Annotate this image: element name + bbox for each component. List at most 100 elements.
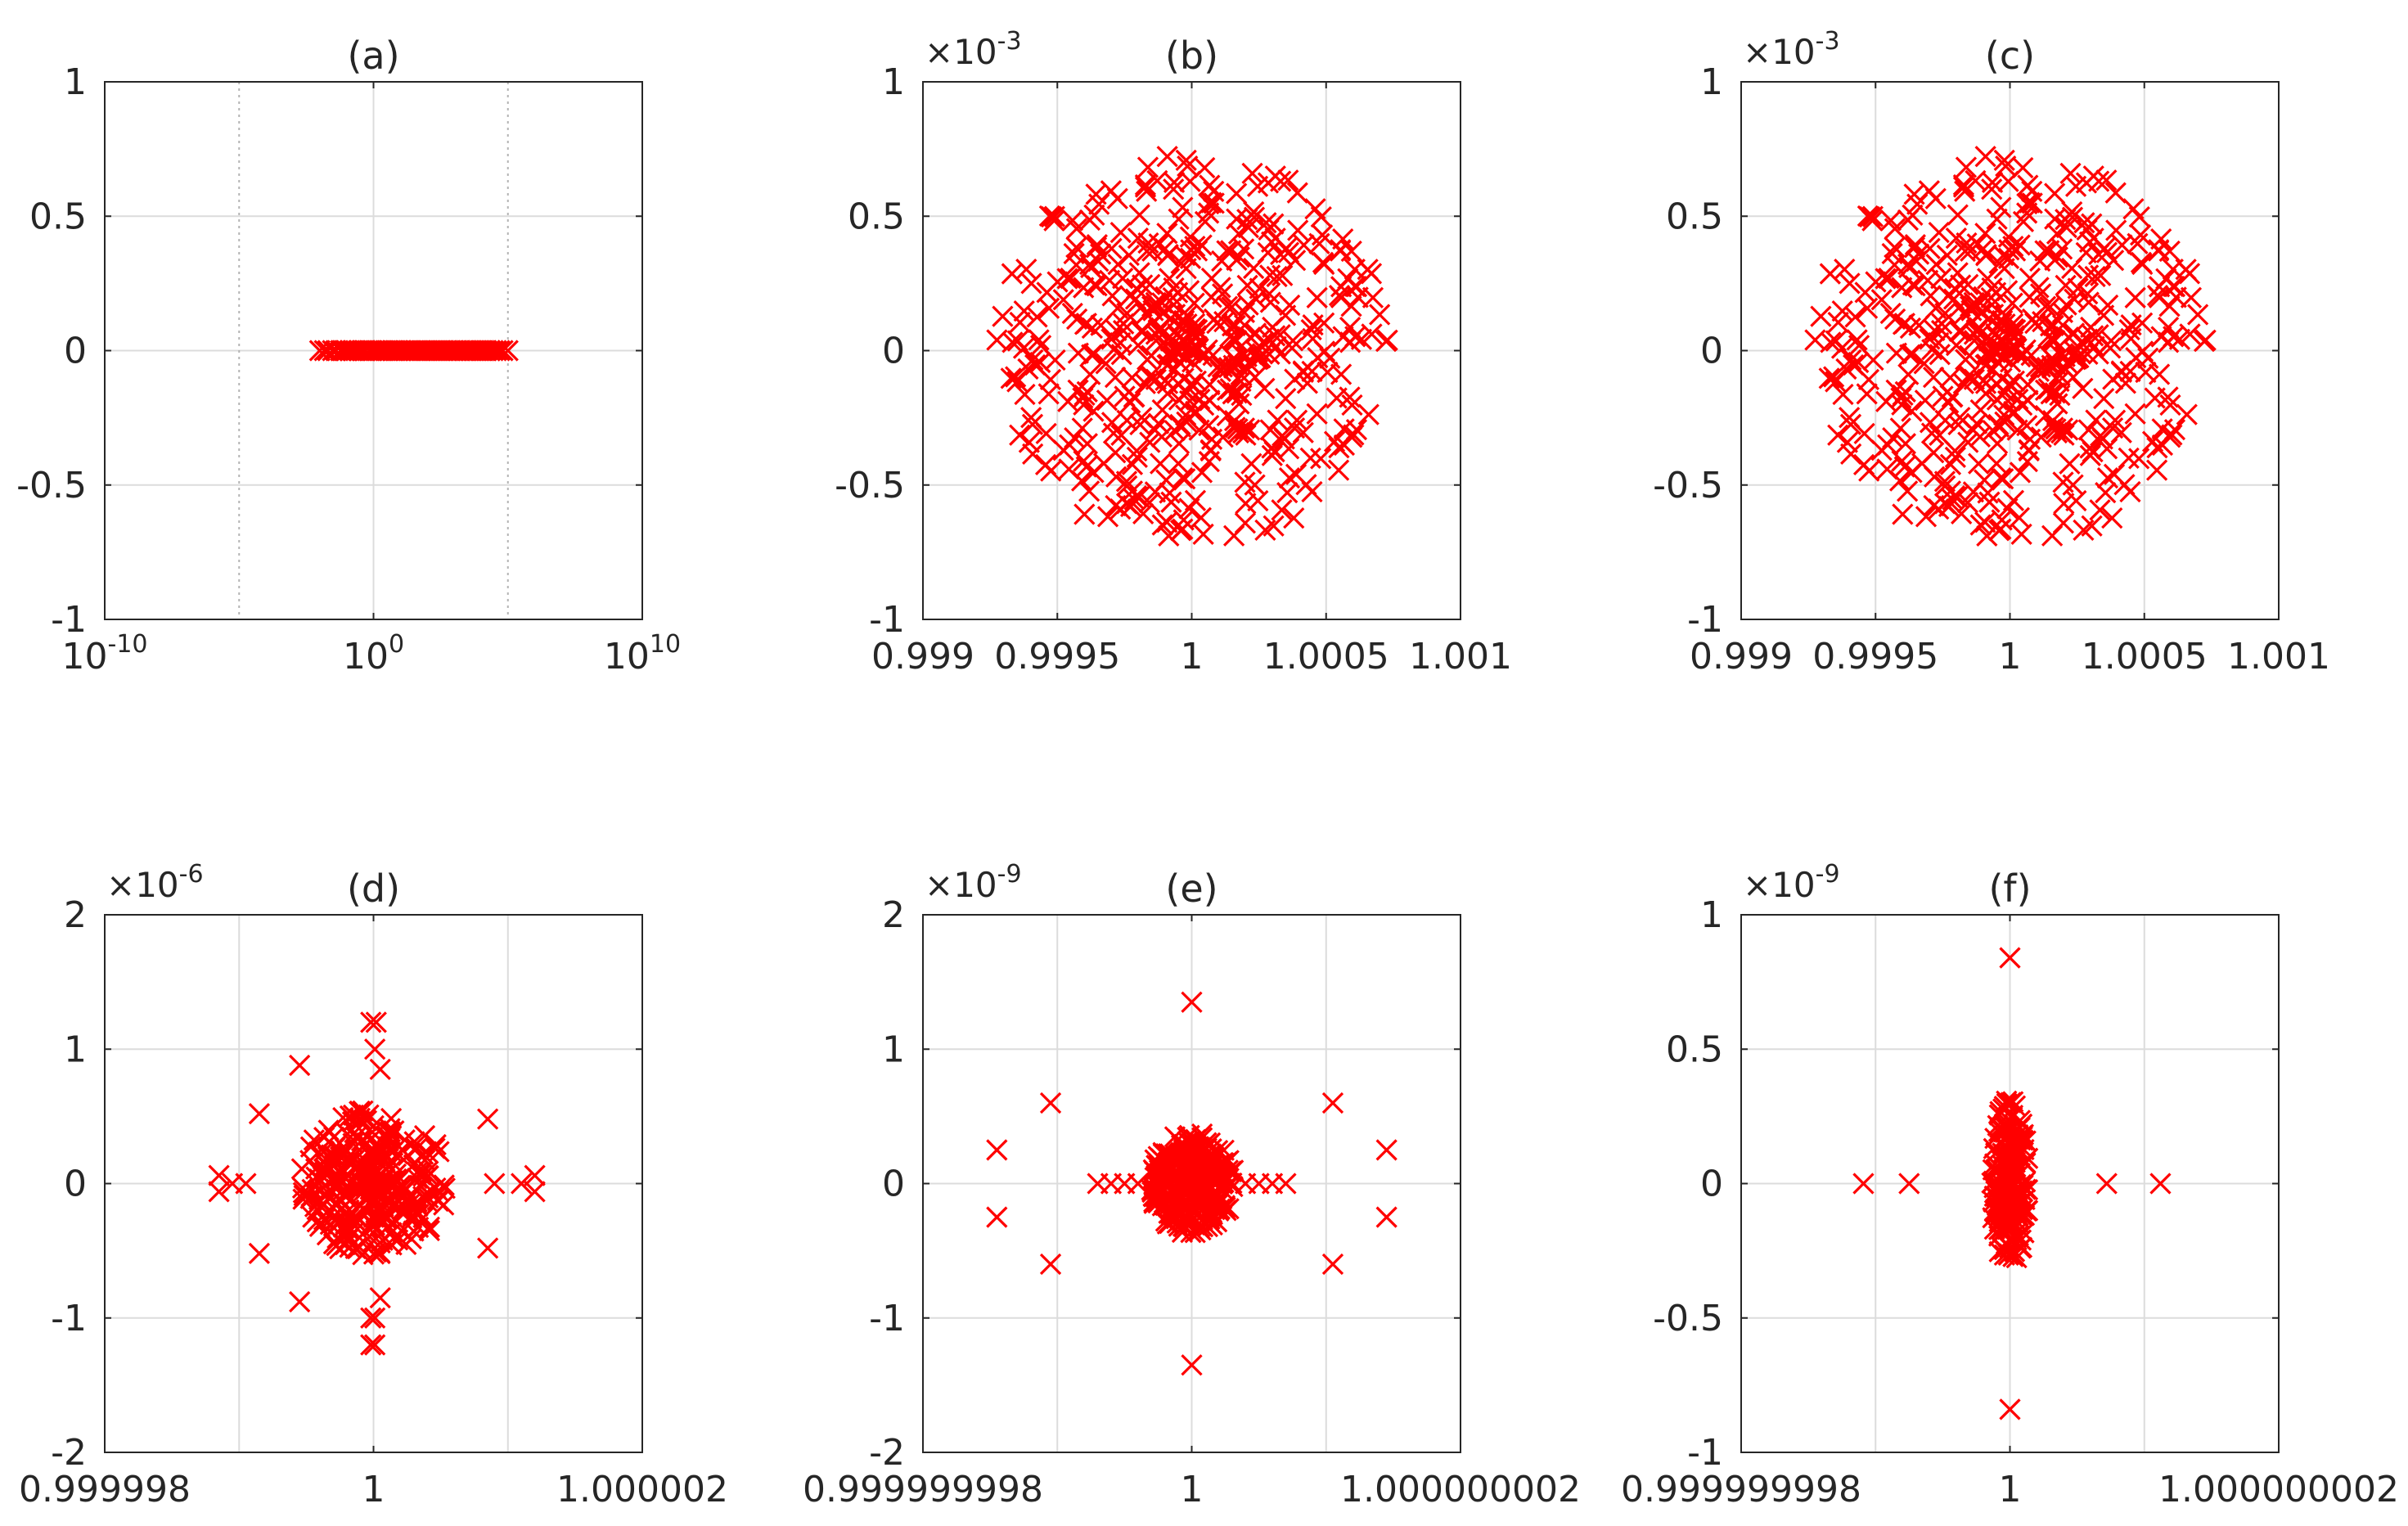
data-point-marker [1244,474,1266,496]
data-point-marker [1978,491,2001,513]
data-point-marker [1152,332,1174,354]
ticks [922,914,1461,1453]
data-point-marker [1897,363,1920,385]
y-exponent-base: ×10 [106,865,179,905]
data-point-marker [1306,403,1328,425]
data-point-marker [344,1210,367,1232]
data-point-marker [1183,292,1205,314]
data-point-marker [488,340,511,362]
data-point-marker [1115,470,1138,493]
data-point-marker [417,1186,439,1209]
data-point-marker [1168,208,1190,230]
data-point-marker [2001,1104,2024,1127]
data-point-marker [2038,240,2060,262]
data-point-marker [1924,187,1947,209]
data-point-marker [1014,383,1036,406]
y-tick-label: -2 [51,1432,87,1474]
data-point-marker [1203,180,1225,203]
data-point-marker [1236,209,1258,231]
x-tick-label: 1.000002 [556,1469,728,1510]
data-point-marker [476,1108,499,1130]
data-point-marker [2110,360,2132,382]
data-point-marker [1990,196,2012,218]
data-point-marker [1226,330,1248,352]
y-tick-label: 1 [1700,61,1723,103]
data-point-marker [1947,204,1969,226]
data-point-marker [1220,240,1242,262]
x-tick-label: 0.999998 [19,1469,191,1510]
data-point-marker [1211,283,1234,305]
data-point-marker [1260,231,1283,253]
data-point-marker [2007,388,2029,411]
data-point-marker [2179,323,2201,345]
y-tick-label: -1 [869,1298,905,1339]
data-point-marker [1950,320,1973,342]
data-point-marker [1000,367,1022,389]
x-tick-label: 1 [1999,1469,2022,1510]
data-point-marker [492,340,514,362]
data-point-marker [349,1110,371,1132]
data-point-marker [1286,182,1308,204]
data-point-marker [313,1209,335,1231]
panel-e: 0.999999998 1 1.000000002 -2 -1 0 1 2 (e) ×10-9 [803,860,1581,1510]
data-point-marker [2053,493,2075,515]
data-point-marker [1235,493,1257,515]
data-point-marker [1059,434,1081,456]
data-point-marker [1930,268,1952,290]
data-point-marker [2052,512,2075,534]
data-point-marker [362,1230,385,1252]
data-point-marker [1853,422,1875,445]
y-tick-label: -0.5 [1653,465,1723,506]
data-point-marker [1245,322,1267,344]
y-tick-label: 0.5 [1666,1029,1723,1070]
x-tick-label: 1010 [604,630,681,677]
data-point-marker [2194,329,2217,351]
data-point-marker [1996,280,2019,302]
x-tick-label: 0.999999998 [803,1469,1043,1510]
data-point-marker [1227,421,1250,444]
data-point-marker [2010,1237,2032,1259]
data-point-marker [2162,259,2184,281]
data-point-marker [1036,281,1058,304]
data-point-marker [248,1242,271,1265]
data-point-marker [1296,372,1319,394]
y-tick-label: 1 [882,1029,905,1070]
data-point-marker [1237,216,1259,239]
data-point-marker [1954,180,1976,202]
data-point-marker [326,1227,349,1249]
data-point-marker [2149,1173,2172,1195]
data-point-marker [2089,499,2111,521]
data-point-marker [1226,208,1248,230]
data-point-marker [1123,385,1145,407]
data-point-marker [1319,347,1341,369]
data-point-marker [1132,502,1154,524]
data-point-marker [1129,413,1151,436]
ticks [104,914,643,1453]
data-point-marker [1984,1128,2006,1150]
data-point-marker [364,1307,386,1329]
data-point-marker [1013,299,1035,322]
data-point-marker [1043,205,1065,227]
data-point-marker [1219,378,1241,400]
data-point-marker [2029,283,2052,305]
data-point-marker [1199,1187,1222,1209]
data-point-marker [1174,468,1196,490]
data-point-marker [360,1334,382,1356]
data-point-marker [1096,506,1119,528]
data-point-marker [1999,1398,2021,1420]
data-point-marker [1870,289,1893,311]
data-point-marker [1975,244,1997,266]
data-point-marker [1213,1172,1235,1194]
data-point-marker [393,1175,415,1198]
data-point-marker [1955,156,1978,178]
data-point-marker [1861,205,1884,227]
data-point-marker [1105,319,1127,342]
data-point-marker [1876,458,1898,480]
data-point-marker [1222,328,1244,350]
data-point-marker [1187,1136,1210,1158]
x-tick-label: 1 [1181,1469,1204,1510]
data-point-marker [1236,274,1258,297]
data-point-marker [1283,506,1305,529]
data-point-marker [1169,520,1192,542]
y-tick-label: 0.5 [29,196,87,237]
